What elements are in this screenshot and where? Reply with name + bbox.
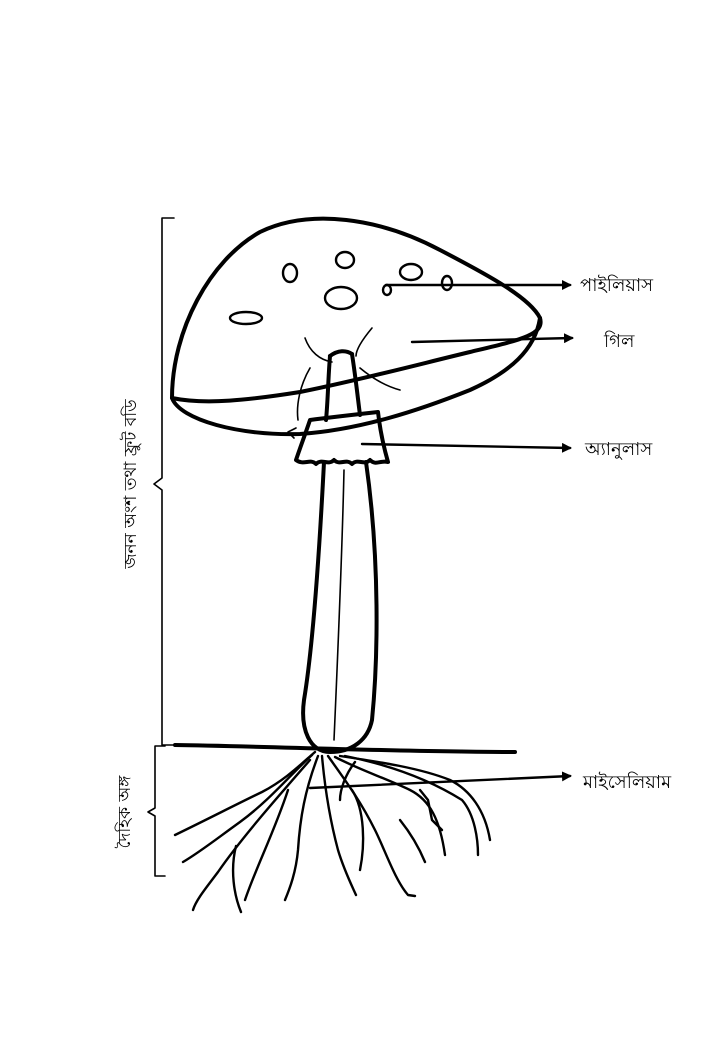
bracket-vegetative: দৈহিক অঙ্গ bbox=[114, 745, 166, 877]
stipe bbox=[301, 349, 379, 754]
label-mycelium: মাইসেলিয়াম bbox=[582, 772, 672, 793]
cap-spot bbox=[398, 262, 424, 282]
label-gill: গিল bbox=[603, 331, 635, 352]
label-annulus: অ্যানুলাস bbox=[584, 439, 653, 460]
annulus bbox=[294, 410, 390, 466]
cap-underside bbox=[170, 316, 542, 437]
cap bbox=[170, 216, 543, 437]
stipe-lower bbox=[301, 460, 379, 754]
bracket-reproductive: জনন অংশ তথা ফ্রুট বডি bbox=[120, 217, 175, 746]
annulus-arrow bbox=[360, 442, 572, 453]
cap-spot bbox=[334, 250, 356, 270]
mycelium bbox=[173, 750, 492, 914]
label-pileus: পাইলিয়াস bbox=[580, 275, 654, 296]
ground-line bbox=[173, 743, 517, 754]
cap-spot bbox=[281, 262, 299, 284]
label-vegetative: দৈহিক অঙ্গ bbox=[114, 775, 135, 849]
annulus-outline bbox=[294, 410, 390, 466]
cap-spot bbox=[381, 283, 393, 297]
cap-spot bbox=[323, 285, 359, 311]
label-reproductive: জনন অংশ তথা ফ্রুট বডি bbox=[120, 399, 142, 570]
stipe-upper bbox=[324, 354, 332, 422]
mycelium-arrow bbox=[308, 771, 572, 790]
gills bbox=[287, 327, 401, 439]
gill-arrow bbox=[410, 333, 574, 344]
cap-spot bbox=[228, 310, 264, 326]
cap-spot bbox=[440, 274, 454, 292]
